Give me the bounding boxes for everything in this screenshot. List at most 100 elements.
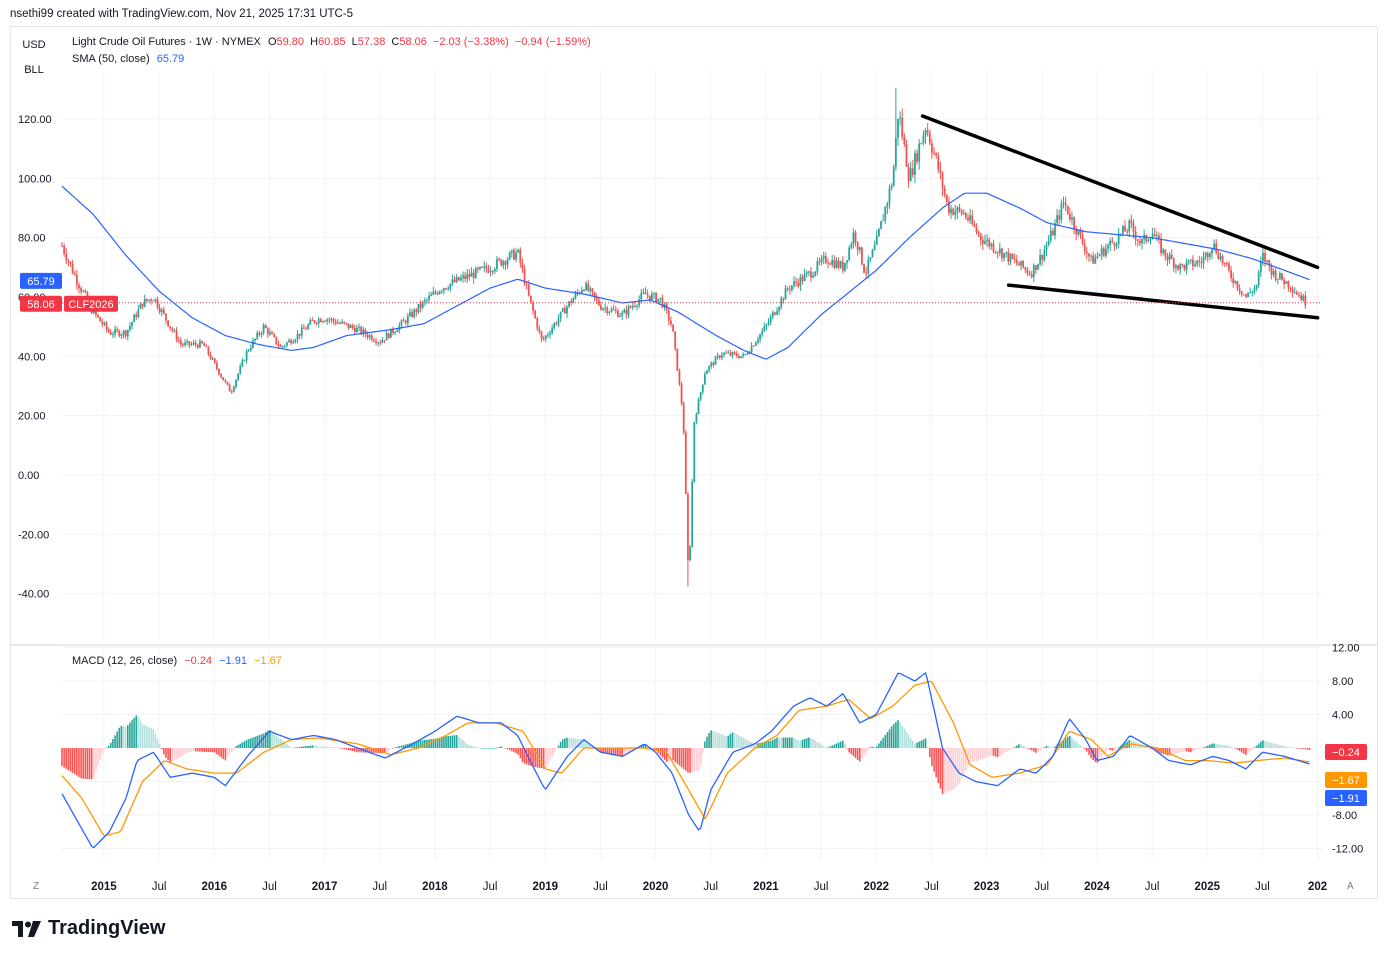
macd-histogram-bar bbox=[93, 748, 95, 777]
candle-body bbox=[1075, 228, 1078, 235]
candle-body bbox=[948, 201, 950, 214]
unit-button[interactable]: BLL bbox=[14, 59, 54, 81]
candle-body bbox=[421, 301, 424, 308]
candle-body bbox=[1238, 288, 1241, 292]
candle-body bbox=[510, 250, 513, 253]
macd-histogram-bar bbox=[502, 747, 505, 748]
candle-body bbox=[1098, 254, 1101, 257]
macd-pane bbox=[61, 671, 1311, 849]
candle-body bbox=[411, 312, 413, 317]
macd-histogram-bar bbox=[1274, 743, 1277, 748]
candle-body bbox=[699, 392, 702, 400]
time-tick-label: 2018 bbox=[422, 881, 448, 893]
macd-histogram-bar bbox=[1215, 743, 1218, 748]
macd-histogram-bar bbox=[1226, 745, 1228, 748]
sma-path bbox=[61, 185, 1310, 360]
candle-body bbox=[252, 340, 254, 348]
zoom-icon[interactable]: Z bbox=[33, 881, 40, 892]
candle-body bbox=[697, 399, 700, 415]
candle-body bbox=[1179, 264, 1182, 270]
macd-histogram-bar bbox=[324, 746, 326, 748]
macd-histogram-bar bbox=[175, 748, 178, 759]
macd-histogram-bar bbox=[1213, 743, 1215, 748]
candle-body bbox=[544, 335, 547, 340]
candle-body bbox=[549, 333, 551, 335]
macd-hist-value: −0.24 bbox=[184, 655, 213, 667]
candle-body bbox=[199, 341, 201, 348]
macd-histogram-bar bbox=[631, 748, 634, 751]
macd-histogram-bar bbox=[701, 748, 704, 754]
candle-body bbox=[1018, 263, 1020, 266]
price-axis: 120.00100.0080.0060.0040.0020.000.00-20.… bbox=[18, 114, 52, 601]
candle-body bbox=[65, 253, 68, 261]
macd-histogram-bar bbox=[337, 747, 339, 749]
macd-histogram-bar bbox=[1247, 748, 1249, 754]
candle-body bbox=[595, 296, 598, 300]
candle-body bbox=[179, 340, 182, 345]
candle-body bbox=[468, 273, 471, 277]
candle-body bbox=[317, 319, 320, 324]
candle-body bbox=[1281, 273, 1283, 280]
candle-body bbox=[689, 546, 691, 561]
candle-body bbox=[933, 152, 935, 154]
macd-histogram-bar bbox=[383, 748, 386, 754]
candle-body bbox=[786, 288, 789, 290]
candle-body bbox=[351, 325, 354, 328]
macd-histogram-bar bbox=[1253, 747, 1256, 749]
candle-body bbox=[939, 169, 942, 173]
macd-hist-tag-bg bbox=[1325, 744, 1367, 761]
macd-histogram-bar bbox=[1081, 747, 1084, 748]
candle-body bbox=[523, 268, 526, 285]
candle-body bbox=[975, 226, 978, 232]
macd-histogram-bar bbox=[557, 745, 560, 748]
candle-body bbox=[254, 338, 256, 341]
candle-body bbox=[655, 293, 657, 303]
candle-body bbox=[1130, 220, 1133, 224]
macd-histogram-bar bbox=[525, 748, 528, 765]
macd-histogram-bar bbox=[776, 737, 778, 748]
macd-histogram-bar bbox=[1117, 747, 1120, 749]
candle-body bbox=[1289, 287, 1292, 290]
macd-histogram-bar bbox=[606, 748, 609, 754]
candle-body bbox=[735, 353, 738, 357]
candle-body bbox=[873, 244, 876, 250]
candle-body bbox=[1155, 235, 1158, 237]
macd-histogram-bar bbox=[619, 748, 621, 756]
candle-body bbox=[1198, 260, 1201, 263]
macd-histogram-bar bbox=[1007, 748, 1010, 751]
macd-histogram-bar bbox=[553, 748, 556, 754]
macd-line bbox=[61, 671, 1310, 849]
candle-body bbox=[1054, 223, 1056, 236]
auto-scale-icon[interactable]: A bbox=[1347, 881, 1354, 892]
macd-histogram-bar bbox=[706, 736, 708, 748]
macd-histogram-bar bbox=[511, 748, 513, 752]
candle-body bbox=[725, 352, 728, 354]
macd-histogram-bar bbox=[190, 748, 193, 752]
candle-body bbox=[754, 342, 757, 346]
time-tick-label: Jul bbox=[372, 881, 387, 893]
macd-histogram-bar bbox=[1054, 746, 1056, 748]
macd-histogram-bar bbox=[86, 748, 89, 780]
macd-histogram-bar bbox=[765, 741, 768, 748]
candle-body bbox=[483, 265, 486, 268]
candle-body bbox=[515, 252, 517, 260]
macd-histogram-bar bbox=[311, 745, 314, 748]
candle-body bbox=[807, 271, 810, 273]
candle-body bbox=[1272, 270, 1275, 275]
macd-histogram-bar bbox=[1086, 748, 1088, 752]
macd-histogram-bar bbox=[651, 747, 653, 749]
candle-body bbox=[286, 342, 288, 346]
candle-body bbox=[540, 331, 543, 339]
currency-button[interactable]: USD bbox=[14, 34, 54, 56]
candle-body bbox=[513, 250, 515, 260]
candle-body bbox=[389, 328, 392, 338]
macd-signal-tag-bg bbox=[1325, 771, 1367, 788]
candle-body bbox=[820, 258, 823, 263]
tradingview-logo: TradingView bbox=[12, 917, 165, 940]
candle-body bbox=[568, 301, 571, 307]
candle-body bbox=[1192, 259, 1194, 267]
macd-histogram-bar bbox=[141, 724, 144, 748]
macd-histogram-bar bbox=[731, 732, 734, 748]
macd-histogram-bar bbox=[905, 731, 908, 748]
